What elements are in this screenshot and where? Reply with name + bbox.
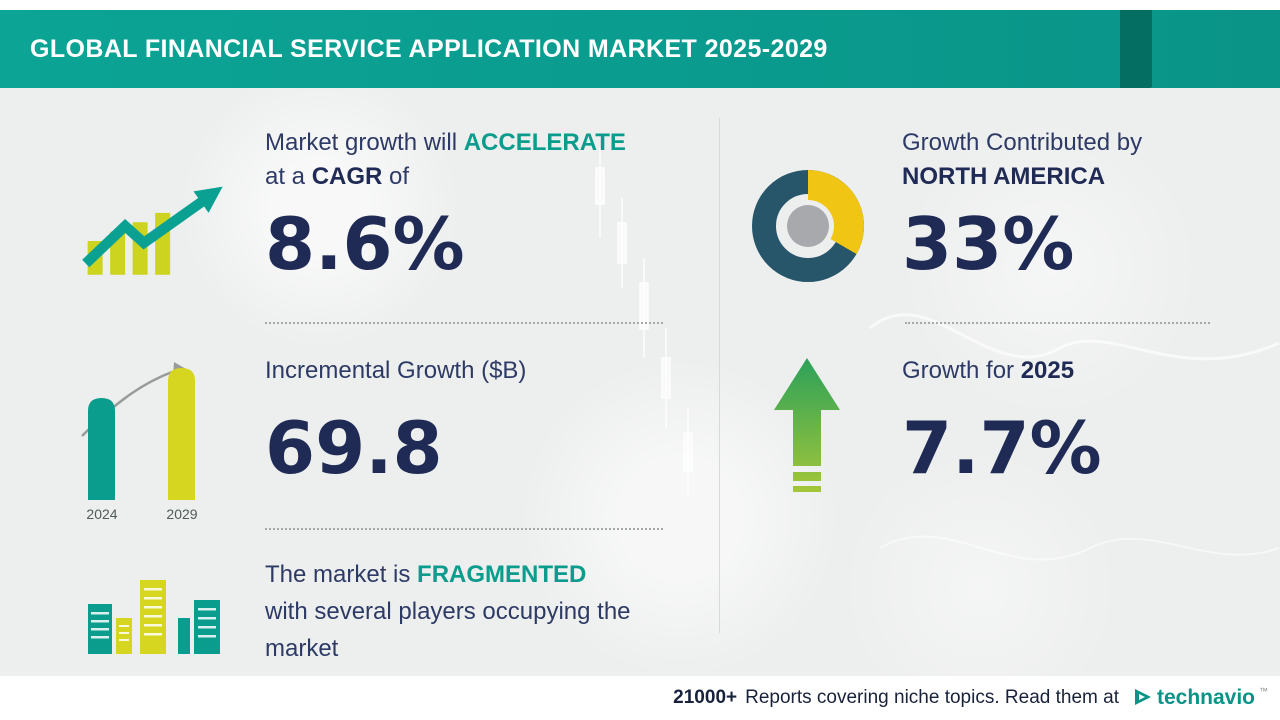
- fragmented-text: The market is FRAGMENTED with several pl…: [265, 556, 705, 667]
- cagr-text: Market growth will: [265, 129, 458, 156]
- growth-year: 2025: [1020, 357, 1075, 384]
- fragmented-text-pre: The market is: [265, 561, 411, 588]
- region-label: Growth Contributed by: [902, 129, 1143, 156]
- city-buildings-icon: [82, 566, 232, 662]
- incremental-label: Incremental Growth ($B): [265, 357, 527, 384]
- dotted-separator: [265, 528, 663, 530]
- region-block: Growth Contributed by NORTH AMERICA 33%: [902, 126, 1142, 282]
- growth-2025-block: Growth for 2025 7.7%: [902, 354, 1102, 486]
- header-banner: GLOBAL FINANCIAL SERVICE APPLICATION MAR…: [0, 10, 1280, 106]
- region-value: 33%: [902, 202, 1075, 286]
- up-arrow-icon: [774, 358, 840, 498]
- incremental-value: 69.8: [265, 406, 443, 490]
- region-name: NORTH AMERICA: [902, 163, 1106, 190]
- cagr-text-post: of: [389, 163, 410, 190]
- cagr-sentence-line1: Market growth will ACCELERATE: [265, 126, 626, 160]
- bar-year-2024: 2024: [86, 506, 118, 522]
- bar-year-2029: 2029: [166, 506, 198, 522]
- trademark-symbol: ™: [1259, 686, 1268, 696]
- cagr-sentence-line2: at a CAGR of: [265, 160, 626, 194]
- growth-trend-chart-icon: [82, 170, 232, 282]
- footer-bar: 21000+ Reports covering niche topics. Re…: [0, 676, 1280, 720]
- year-comparison-bar-chart-icon: 2024 2029: [80, 360, 230, 530]
- growth-year-label: Growth for: [902, 357, 1015, 384]
- cagr-text-pre: at a: [265, 163, 306, 190]
- technavio-wordmark: technavio: [1156, 686, 1255, 709]
- donut-chart-icon: [752, 170, 865, 282]
- fragmented-emphasis: FRAGMENTED: [417, 561, 587, 588]
- incremental-growth-block: Incremental Growth ($B) 69.8: [265, 354, 526, 486]
- technavio-logo-icon: [1134, 689, 1151, 705]
- fragmented-block: The market is FRAGMENTED with several pl…: [265, 556, 705, 667]
- accelerate-emphasis: ACCELERATE: [463, 129, 626, 156]
- cagr-value: 8.6%: [265, 202, 465, 286]
- page-title: GLOBAL FINANCIAL SERVICE APPLICATION MAR…: [30, 34, 828, 63]
- cagr-emphasis: CAGR: [311, 163, 383, 190]
- footer-message: Reports covering niche topics. Read them…: [745, 687, 1119, 708]
- cagr-block: Market growth will ACCELERATE at a CAGR …: [265, 126, 626, 282]
- dotted-separator: [905, 322, 1210, 324]
- fragmented-text-post: with several players occupying the marke…: [265, 598, 631, 662]
- content-area: 2024 2029: [0, 88, 1280, 676]
- dotted-separator: [265, 322, 663, 324]
- technavio-logo[interactable]: technavio ™: [1133, 686, 1268, 709]
- growth-value: 7.7%: [902, 406, 1102, 490]
- vertical-divider: [719, 118, 720, 633]
- footer-count: 21000+: [673, 687, 738, 708]
